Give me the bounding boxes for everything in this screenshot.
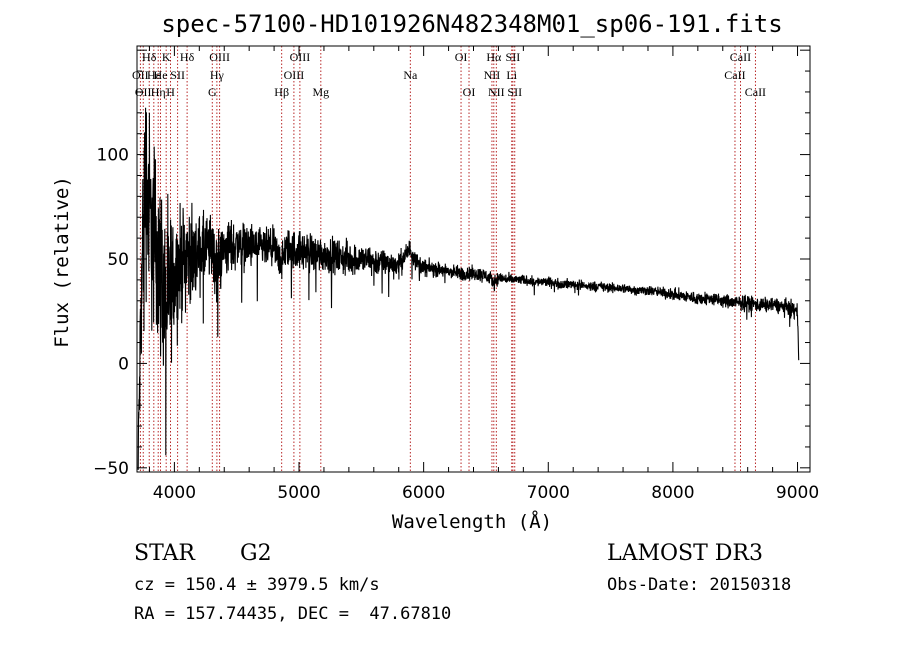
redshift-cz: cz = 150.4 ± 3979.5 km/s [134, 575, 380, 595]
spectral-line-label: Hγ [210, 68, 225, 82]
spectral-line-label: OII [135, 85, 152, 99]
x-tick-label: 7000 [527, 483, 570, 503]
spectral-line-label: Mg [312, 85, 329, 99]
y-tick-label: 50 [107, 250, 129, 270]
spectral-line-label: OIII [290, 50, 311, 64]
spectral-line-label: Hδ [180, 50, 195, 64]
spectrum-series [137, 107, 800, 470]
observation-date: Obs-Date: 20150318 [607, 575, 791, 595]
spectral-line-label: OI [455, 50, 468, 64]
object-subclass: G2 [240, 541, 272, 566]
spectral-line-label: K [162, 50, 171, 64]
spectral-line-label: Hβ [274, 85, 289, 99]
spectral-line-label: OIII [209, 50, 230, 64]
spectral-line-label: Hε [147, 68, 161, 82]
x-tick-label: 8000 [651, 483, 694, 503]
spectral-line-markers [139, 46, 756, 472]
spectral-line-label: NII [484, 68, 501, 82]
spectral-line-label: OI [463, 85, 476, 99]
spectral-line-label: SII [170, 68, 185, 82]
spectral-line-label: Hη [151, 85, 166, 99]
spectral-line-label: CaII [730, 50, 751, 64]
spectral-line-label: CaII [724, 68, 745, 82]
spectral-line-label: CaII [745, 85, 766, 99]
chart-title: spec-57100-HD101926N482348M01_sp06-191.f… [161, 10, 782, 38]
y-tick-label: 100 [97, 146, 129, 166]
ra-dec-coordinates: RA = 157.74435, DEC = 47.67810 [134, 604, 451, 624]
survey-name: LAMOST DR3 [607, 541, 763, 566]
spectral-line-label: Hα [486, 50, 502, 64]
y-axis-label: Flux (relative) [51, 176, 73, 348]
y-tick-label: 0 [118, 354, 129, 374]
spectral-line-label: SII [507, 85, 522, 99]
spectral-line-label: Li [506, 68, 517, 82]
spectral-line-label: SII [506, 50, 521, 64]
spectral-line-label: G [208, 85, 217, 99]
x-tick-label: 6000 [402, 483, 445, 503]
object-class: STAR [134, 541, 196, 566]
spectral-line-label: Hδ [142, 50, 157, 64]
y-tick-label: −50 [93, 459, 129, 479]
x-tick-label: 9000 [776, 483, 819, 503]
spectral-line-label: NII [488, 85, 505, 99]
x-tick-label: 4000 [153, 483, 196, 503]
spectral-line-label: OIII [284, 68, 305, 82]
spectral-line-label: OII [132, 68, 149, 82]
spectral-line-label: H [166, 85, 175, 99]
spectral-line-labels: OII OII Hδ Hε Hη He K H SII Hδ G Hγ OIII Hβ OIII OIII Mg… [132, 50, 766, 99]
y-axis: −50 0 50 100 [93, 49, 810, 479]
spectral-line-label: He [154, 68, 168, 82]
x-tick-label: 5000 [277, 483, 320, 503]
x-axis-label: Wavelength (Å) [392, 510, 552, 533]
spectral-line-label: Na [403, 68, 418, 82]
x-axis: 4000 5000 6000 7000 8000 9000 [148, 46, 819, 503]
